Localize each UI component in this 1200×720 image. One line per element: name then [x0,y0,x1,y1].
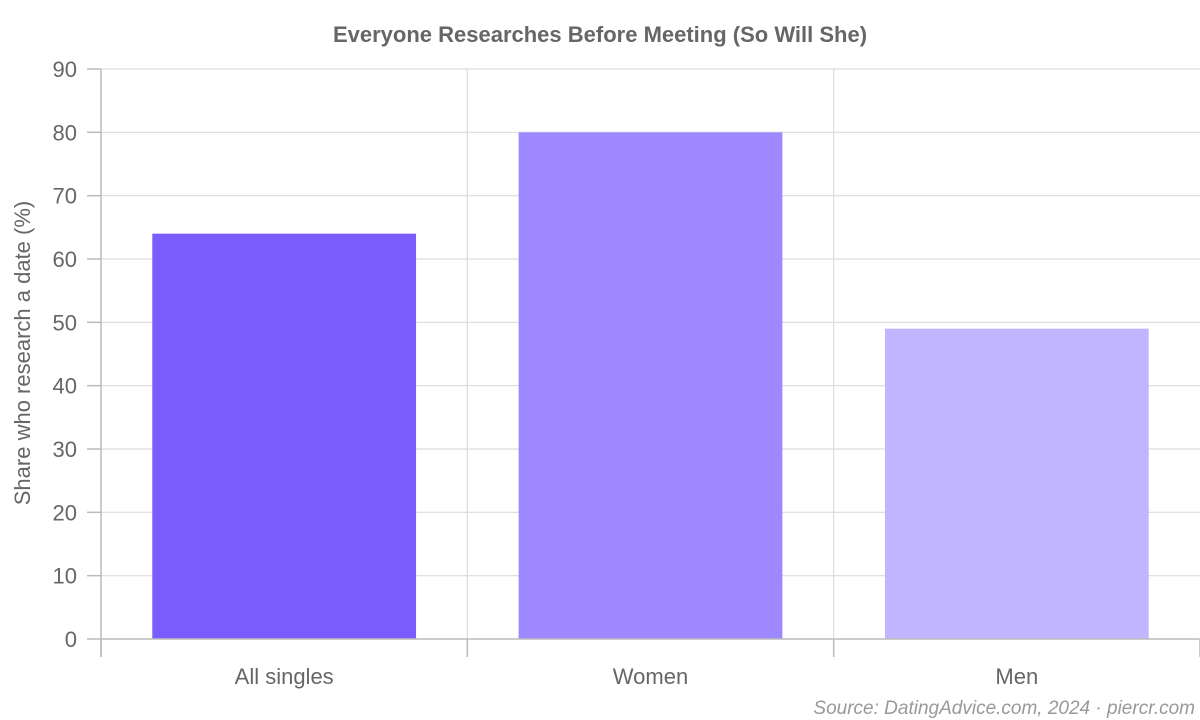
axis-layer: 0 10 20 30 40 50 60 70 80 90 All singles Women Men [53,57,1200,689]
y-tick-label: 40 [53,374,77,399]
y-tick-label: 50 [53,310,77,335]
x-tick-label: Women [613,664,688,689]
y-tick-label: 70 [53,184,77,209]
chart-title: Everyone Researches Before Meeting (So W… [333,22,867,47]
y-tick-label: 60 [53,247,77,272]
y-tick-label: 80 [53,120,77,145]
y-tick-label: 20 [53,500,77,525]
y-tick-label: 10 [53,564,77,589]
y-tick-label: 30 [53,437,77,462]
source-note: Source: DatingAdvice.com, 2024 · piercr.… [813,698,1195,719]
bar [884,328,1149,639]
x-tick-label: All singles [235,664,334,689]
bar [152,233,417,639]
x-tick-label: Men [995,664,1038,689]
y-tick-label: 90 [53,57,77,82]
y-axis-label: Share who research a date (%) [10,201,35,506]
y-tick-label: 0 [65,627,77,652]
bar-layer [152,132,1149,640]
bar [518,132,783,640]
